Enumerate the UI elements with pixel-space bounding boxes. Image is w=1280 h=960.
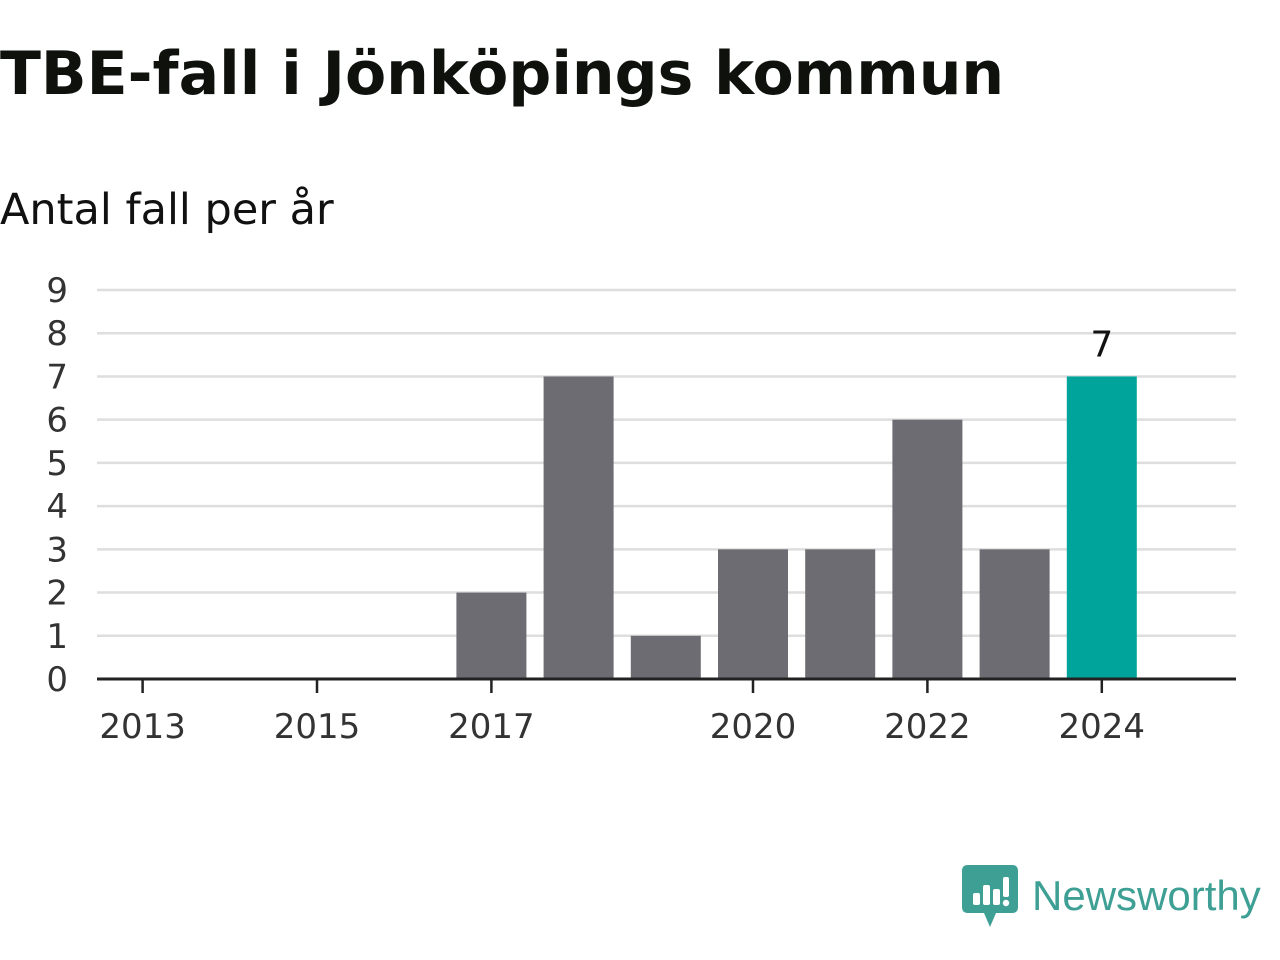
y-tick-label: 5 xyxy=(46,444,68,484)
x-tick-label: 2022 xyxy=(884,707,971,747)
brand-name: Newsworthy xyxy=(1032,872,1261,919)
newsworthy-brand: Newsworthy xyxy=(962,864,1261,928)
y-tick-label: 3 xyxy=(46,530,68,570)
y-tick-label: 8 xyxy=(46,314,68,354)
newsworthy-logo-icon xyxy=(962,865,1018,927)
y-tick-label: 1 xyxy=(46,617,68,657)
bar-2024 xyxy=(1066,376,1137,679)
chart-title: TBE-fall i Jönköpings kommun xyxy=(0,39,1005,109)
bar-2018 xyxy=(543,376,614,679)
bar-2020 xyxy=(718,549,788,679)
y-tick-label: 4 xyxy=(46,487,68,527)
y-tick-label: 6 xyxy=(46,401,68,441)
chart-subtitle: Antal fall per år xyxy=(0,185,334,235)
x-tick-label: 2017 xyxy=(448,707,535,747)
x-tick-label: 2015 xyxy=(274,707,361,747)
bar-2023 xyxy=(979,549,1050,679)
y-tick-label: 7 xyxy=(46,357,68,397)
gridlines xyxy=(97,288,1236,638)
x-axis xyxy=(97,677,1236,693)
y-tick-label: 0 xyxy=(46,660,68,700)
bars xyxy=(456,376,1137,679)
bar-2021 xyxy=(805,549,876,679)
bar-2022 xyxy=(892,419,963,679)
x-tick-label: 2024 xyxy=(1059,707,1146,747)
x-tick-label: 2013 xyxy=(99,707,186,747)
y-tick-label: 9 xyxy=(46,271,68,311)
y-tick-label: 2 xyxy=(46,574,68,614)
x-tick-label: 2020 xyxy=(710,707,797,747)
bar-2019 xyxy=(630,635,701,679)
data-label-2024: 7 xyxy=(1090,324,1113,365)
bar-2017 xyxy=(456,592,527,679)
